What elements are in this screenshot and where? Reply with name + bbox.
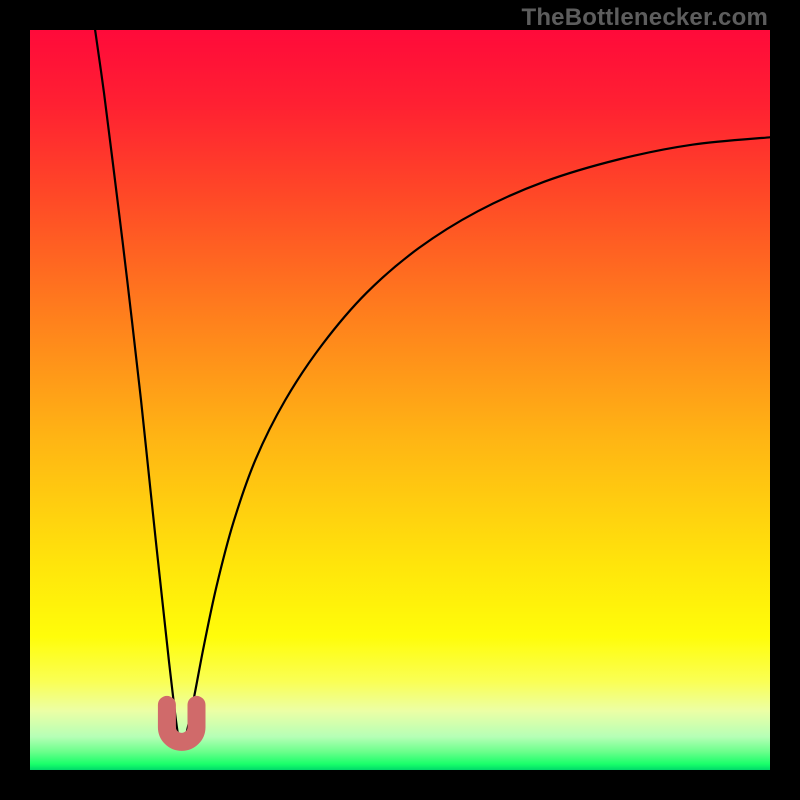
chart-container: TheBottlenecker.com	[0, 0, 800, 800]
plot-area	[30, 30, 770, 770]
watermark-text: TheBottlenecker.com	[521, 4, 768, 32]
bottleneck-v-curve-chart	[30, 30, 770, 770]
